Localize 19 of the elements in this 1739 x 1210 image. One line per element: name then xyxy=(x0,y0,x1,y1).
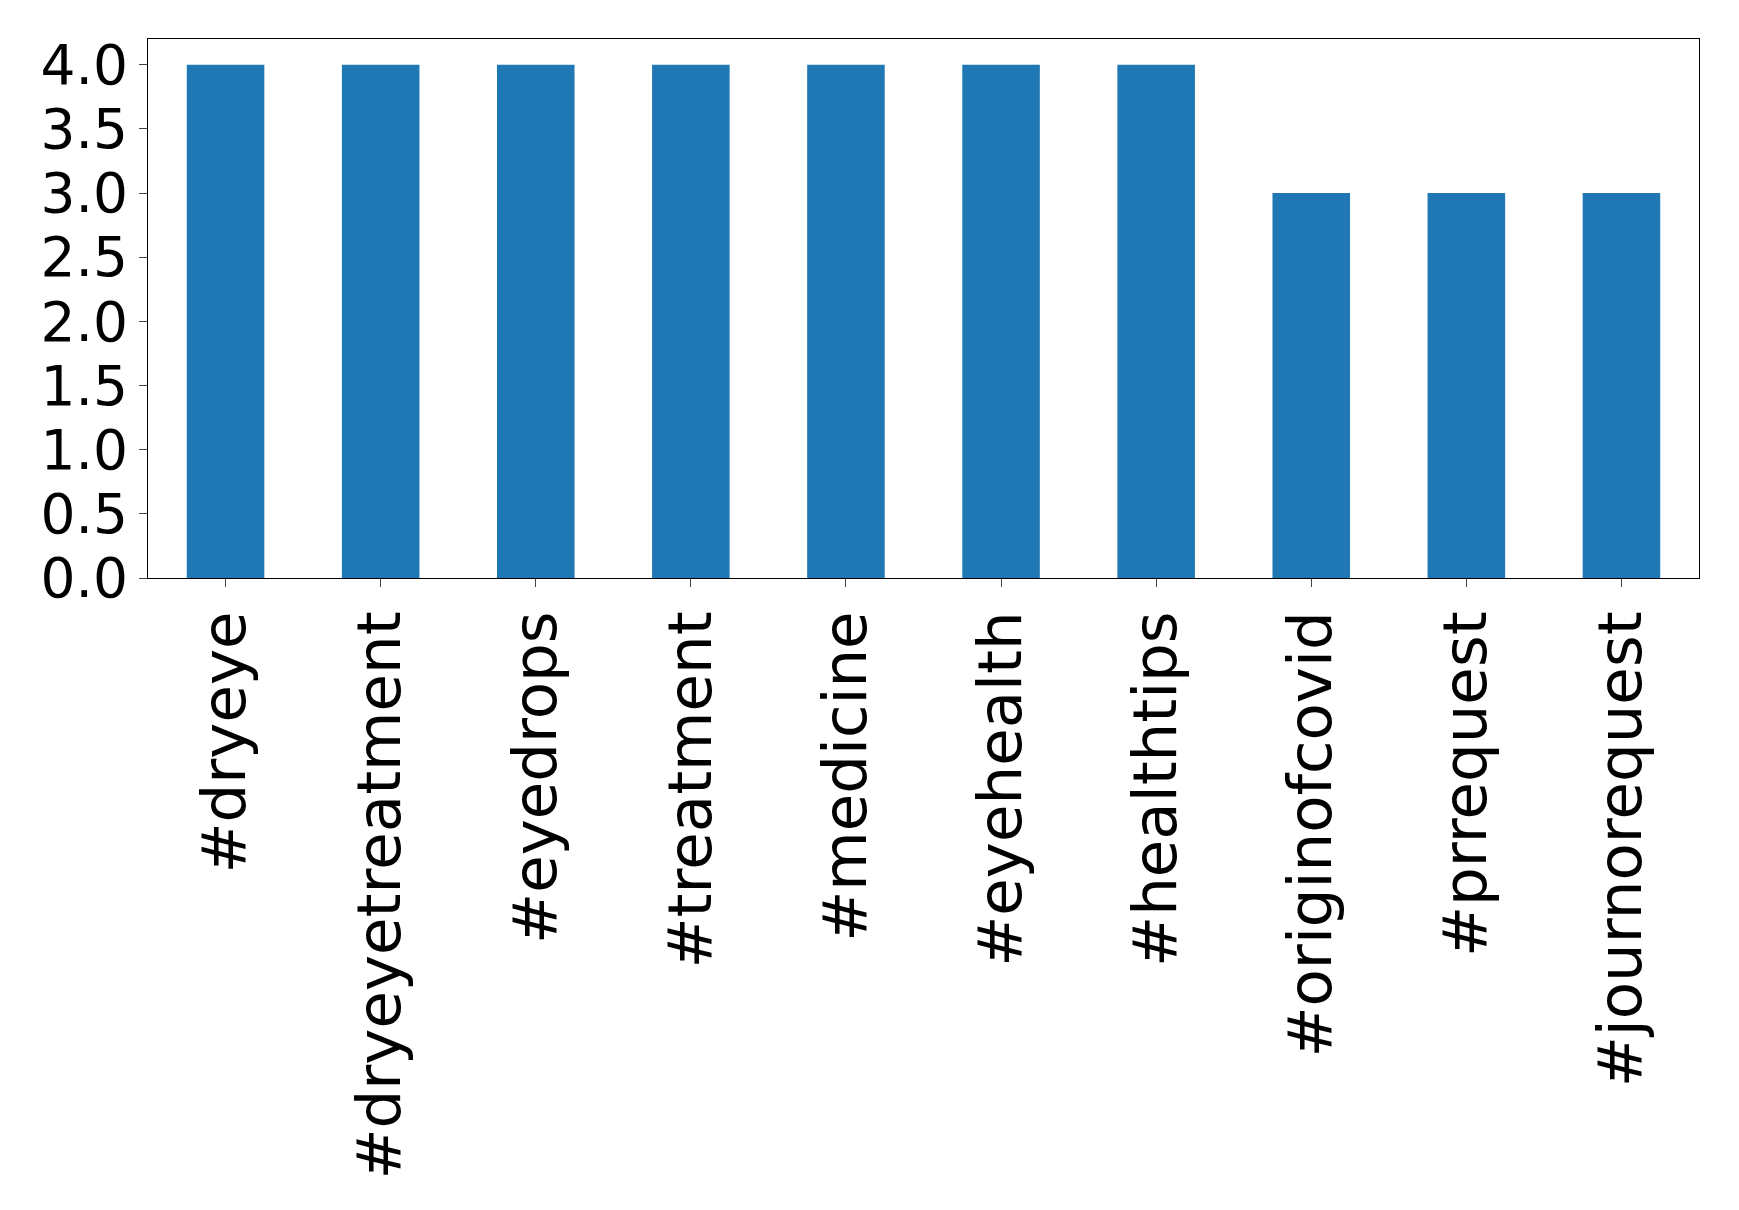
y-tick-label: 3.0 xyxy=(40,161,128,226)
x-tick-label: #originofcovid xyxy=(1274,611,1346,1058)
x-tick-label: #healthtips xyxy=(1118,611,1190,967)
y-tick-label: 4.0 xyxy=(40,32,128,97)
x-tick-label: #medicine xyxy=(808,611,880,942)
y-tick-label: 3.5 xyxy=(40,97,128,162)
x-tick-label: #eyedrops xyxy=(498,611,570,944)
x-tick-label: #treatment xyxy=(653,611,725,969)
y-tick-label: 1.5 xyxy=(40,353,128,418)
x-tick-label: #dryeye xyxy=(188,611,260,874)
x-tick-label: #journorequest xyxy=(1584,611,1656,1088)
x-tick-label: #eyehealth xyxy=(963,611,1035,967)
x-tick-label: #prrequest xyxy=(1429,611,1501,958)
y-tick-label: 2.0 xyxy=(40,289,128,354)
x-tick-label: #dryeyetreatment xyxy=(343,611,415,1180)
y-tick-label: 2.5 xyxy=(40,225,128,290)
y-tick-label: 0.5 xyxy=(40,482,128,547)
y-tick-label: 0.0 xyxy=(40,546,128,611)
y-tick-label: 1.0 xyxy=(40,417,128,482)
